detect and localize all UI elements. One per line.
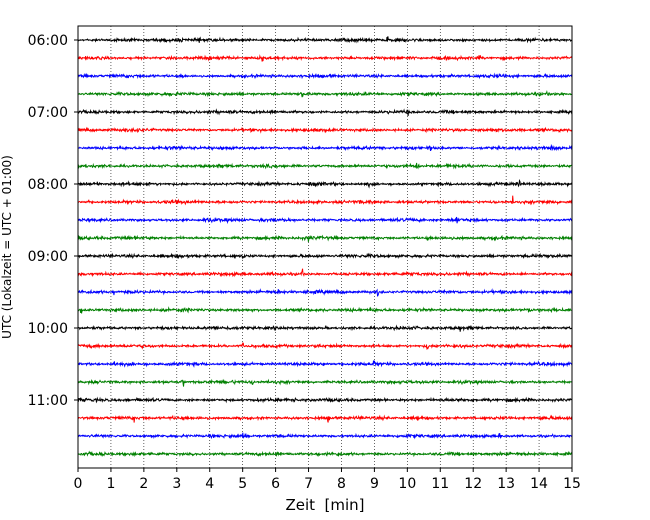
trace-line [77,378,573,387]
y-tick-label: 10:00 [28,321,68,337]
y-axis-ticks: 06:00 07:00 08:00 09:00 10:00 11:00 [28,33,78,409]
trace-line [77,342,573,351]
trace-line [77,178,573,189]
x-tick-label: 6 [271,476,280,492]
y-tick-label: 11:00 [28,393,68,409]
x-tick-label: 4 [205,476,214,492]
x-axis-ticks: 0 1 2 3 4 5 6 7 8 9 10 11 12 13 14 15 [74,468,581,492]
trace-line [77,195,573,206]
trace-line [77,324,573,332]
x-axis-label: Zeit [min] [285,496,364,514]
trace-line [77,143,573,152]
plot-frame [77,25,573,469]
x-tick-label: 1 [106,476,115,492]
trace-line [77,108,573,116]
trace-line [77,432,573,440]
x-tick-label: 14 [530,476,548,492]
x-tick-label: 7 [304,476,313,492]
trace-line [77,360,573,368]
y-axis-label: UTC (Lokalzeit = UTC + 01:00) [0,155,14,339]
trace-line [77,234,573,242]
trace-line [77,216,573,225]
trace-line [77,36,573,44]
trace-line [77,396,573,404]
x-tick-label: 2 [139,476,148,492]
trace-line [77,252,573,260]
x-tick-label: 12 [464,476,482,492]
y-tick-label: 08:00 [28,177,68,193]
y-tick-label: 07:00 [28,105,68,121]
trace-line [77,162,573,170]
x-tick-label: 13 [497,476,515,492]
x-tick-label: 8 [337,476,346,492]
x-tick-label: 10 [398,476,416,492]
trace-line [77,306,573,314]
trace-line [77,414,573,423]
x-tick-label: 0 [74,476,83,492]
x-tick-label: 9 [370,476,379,492]
x-tick-label: 11 [431,476,449,492]
x-tick-label: 5 [238,476,247,492]
trace-line [77,126,573,134]
y-tick-label: 06:00 [28,33,68,49]
trace-line [77,54,573,62]
x-tick-label: 3 [172,476,181,492]
x-tick-label: 15 [563,476,581,492]
y-tick-label: 09:00 [28,249,68,265]
trace-line [77,450,573,458]
trace-line [77,268,573,278]
trace-group [77,36,573,458]
trace-line [77,72,573,80]
trace-line [77,288,573,297]
trace-line [77,90,573,98]
